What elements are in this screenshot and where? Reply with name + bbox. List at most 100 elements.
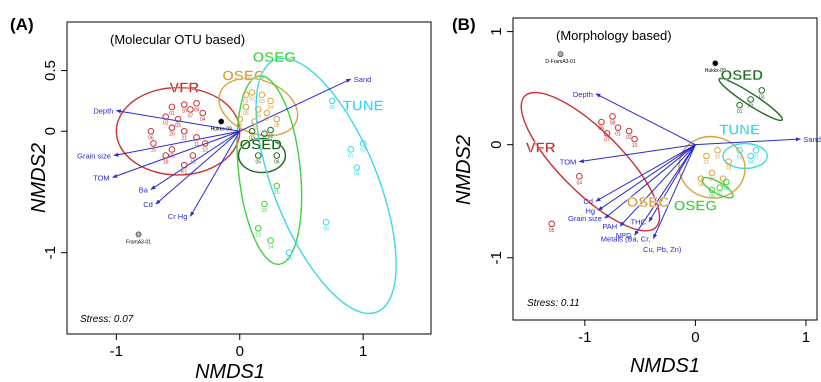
vector-arrow bbox=[648, 144, 696, 223]
ellipse-oseg bbox=[236, 75, 303, 266]
sample-point-label: 04 bbox=[200, 117, 206, 123]
sample-point-label: 03 bbox=[259, 99, 265, 105]
sample-point-oseg bbox=[708, 186, 716, 194]
sample-point-label: 08 bbox=[323, 226, 329, 232]
x-tick-label: 0 bbox=[691, 329, 699, 346]
sample-point-label: 09 bbox=[237, 123, 243, 129]
sample-point-label: 14 bbox=[268, 245, 274, 251]
stress-label-b: Stress: 0.11 bbox=[527, 298, 580, 309]
sample-point-label: 15 bbox=[151, 147, 157, 153]
panel-a: (A) (Molecular OTU based) NMDS1 NMDS2 St… bbox=[10, 15, 432, 382]
sample-point-label: 05 bbox=[243, 111, 249, 117]
sample-point-label: 06 bbox=[698, 183, 704, 189]
vector-arrow bbox=[595, 144, 696, 202]
sample-point-vfr bbox=[180, 127, 188, 135]
ellipse-tune bbox=[255, 57, 397, 315]
sample-point-vfr bbox=[193, 100, 200, 107]
vector-label: Cu, Pb, Zn) bbox=[643, 245, 682, 254]
vector-arrow bbox=[115, 109, 240, 132]
sample-point-osed bbox=[736, 101, 743, 109]
vector-arrow bbox=[189, 131, 241, 217]
sample-point-label: 07 bbox=[604, 137, 610, 143]
x-axis-title-a: NMDS1 bbox=[195, 361, 265, 382]
sample-point-vfr bbox=[174, 115, 182, 123]
y-tick-label: 1 bbox=[488, 27, 505, 35]
sample-point-vfr bbox=[162, 113, 170, 120]
vector-label: Cd bbox=[143, 200, 153, 209]
sample-point-vfr bbox=[576, 173, 583, 180]
sample-point-label: 04 bbox=[577, 180, 583, 186]
vector-arrow bbox=[595, 93, 696, 146]
sample-point-label: 03 bbox=[759, 94, 765, 100]
sample-point-label: 02 bbox=[748, 103, 754, 109]
vector-label: TOM bbox=[93, 173, 110, 182]
sample-point-vfr bbox=[201, 140, 209, 147]
reference-point bbox=[135, 231, 142, 238]
vector-label: Cr Hg bbox=[168, 212, 188, 221]
y-tick-label: 0.5 bbox=[42, 60, 59, 81]
axis-ticks-a: -1 0 1-100.5 bbox=[42, 60, 367, 360]
sample-point-vfr bbox=[603, 130, 611, 137]
sample-point-label: 07 bbox=[717, 192, 723, 198]
sample-point-label: 03 bbox=[737, 154, 743, 160]
vector-label: Ba bbox=[139, 186, 149, 195]
sample-point-osec bbox=[697, 175, 705, 182]
reference-point bbox=[557, 51, 564, 58]
sample-point-label: 20 bbox=[169, 132, 175, 138]
sample-point-label: 10 bbox=[252, 126, 258, 132]
sample-point-tune bbox=[328, 97, 336, 105]
sample-point-osec bbox=[258, 91, 266, 99]
ellipse-oseg bbox=[701, 176, 734, 199]
sample-point-label: 04 bbox=[354, 172, 360, 178]
sample-point-osec bbox=[708, 169, 716, 177]
subtitle-a: (Molecular OTU based) bbox=[110, 32, 245, 47]
sample-point-label: 08 bbox=[610, 120, 616, 126]
vector-label: Grain size bbox=[77, 152, 111, 161]
sample-point-osed bbox=[758, 87, 766, 94]
y-axis-title-a: NMDS2 bbox=[28, 143, 50, 213]
sample-point-label: 10 bbox=[632, 143, 638, 149]
sample-point-label: 07 bbox=[188, 113, 194, 119]
sample-point-label: 02 bbox=[163, 121, 169, 127]
sample-point-vfr bbox=[180, 161, 188, 169]
sample-point-osec bbox=[263, 109, 271, 117]
sample-point-osec bbox=[251, 118, 258, 125]
sample-point-tune bbox=[359, 140, 367, 147]
vector-arrow bbox=[150, 130, 241, 190]
sample-point-oseg bbox=[723, 178, 730, 186]
sample-point-vfr bbox=[168, 124, 176, 131]
sample-point-vfr bbox=[147, 127, 155, 135]
vector-arrow bbox=[112, 130, 240, 178]
x-tick-label: 0 bbox=[236, 343, 244, 360]
vector-arrow bbox=[578, 144, 696, 163]
sample-point-osed bbox=[248, 127, 256, 135]
vector-label: Metals (Ba, Cr, bbox=[601, 235, 651, 244]
panel-b: (B) (Morphology based) NMDS1 NMDS2 Stres… bbox=[452, 15, 821, 377]
vector-arrow bbox=[695, 137, 801, 146]
sample-point-vfr bbox=[548, 220, 555, 228]
sample-point-oseg bbox=[267, 237, 274, 244]
vector-arrow bbox=[597, 144, 696, 211]
vector-label: Sand bbox=[354, 75, 372, 84]
vector-label: Hg bbox=[586, 206, 596, 215]
reference-point-label: FramA3-01 bbox=[126, 239, 151, 245]
sample-point-osec bbox=[725, 158, 732, 165]
plot-frame-b bbox=[512, 17, 818, 321]
sample-point-osed bbox=[254, 152, 262, 159]
vector-label: TOM bbox=[560, 158, 577, 167]
vector-arrow bbox=[619, 144, 696, 227]
vector-label: Grain size bbox=[568, 214, 602, 223]
group-label-vfr: VFR bbox=[169, 79, 199, 96]
plot-frame-a bbox=[66, 21, 432, 335]
sample-point-label: 07 bbox=[264, 117, 270, 123]
sample-point-osec bbox=[703, 152, 710, 160]
reference-point-label: D-FramA3-01 bbox=[545, 59, 576, 65]
sample-point-label: 02 bbox=[249, 96, 255, 102]
reference-point-label: Hukks-09 bbox=[211, 127, 232, 133]
sample-point-osec bbox=[242, 103, 250, 111]
y-tick-label: 0 bbox=[488, 141, 505, 149]
sample-point-label: 01 bbox=[169, 111, 175, 117]
sample-point-label: 05 bbox=[255, 160, 261, 166]
sample-point-label: 01 bbox=[615, 132, 621, 138]
